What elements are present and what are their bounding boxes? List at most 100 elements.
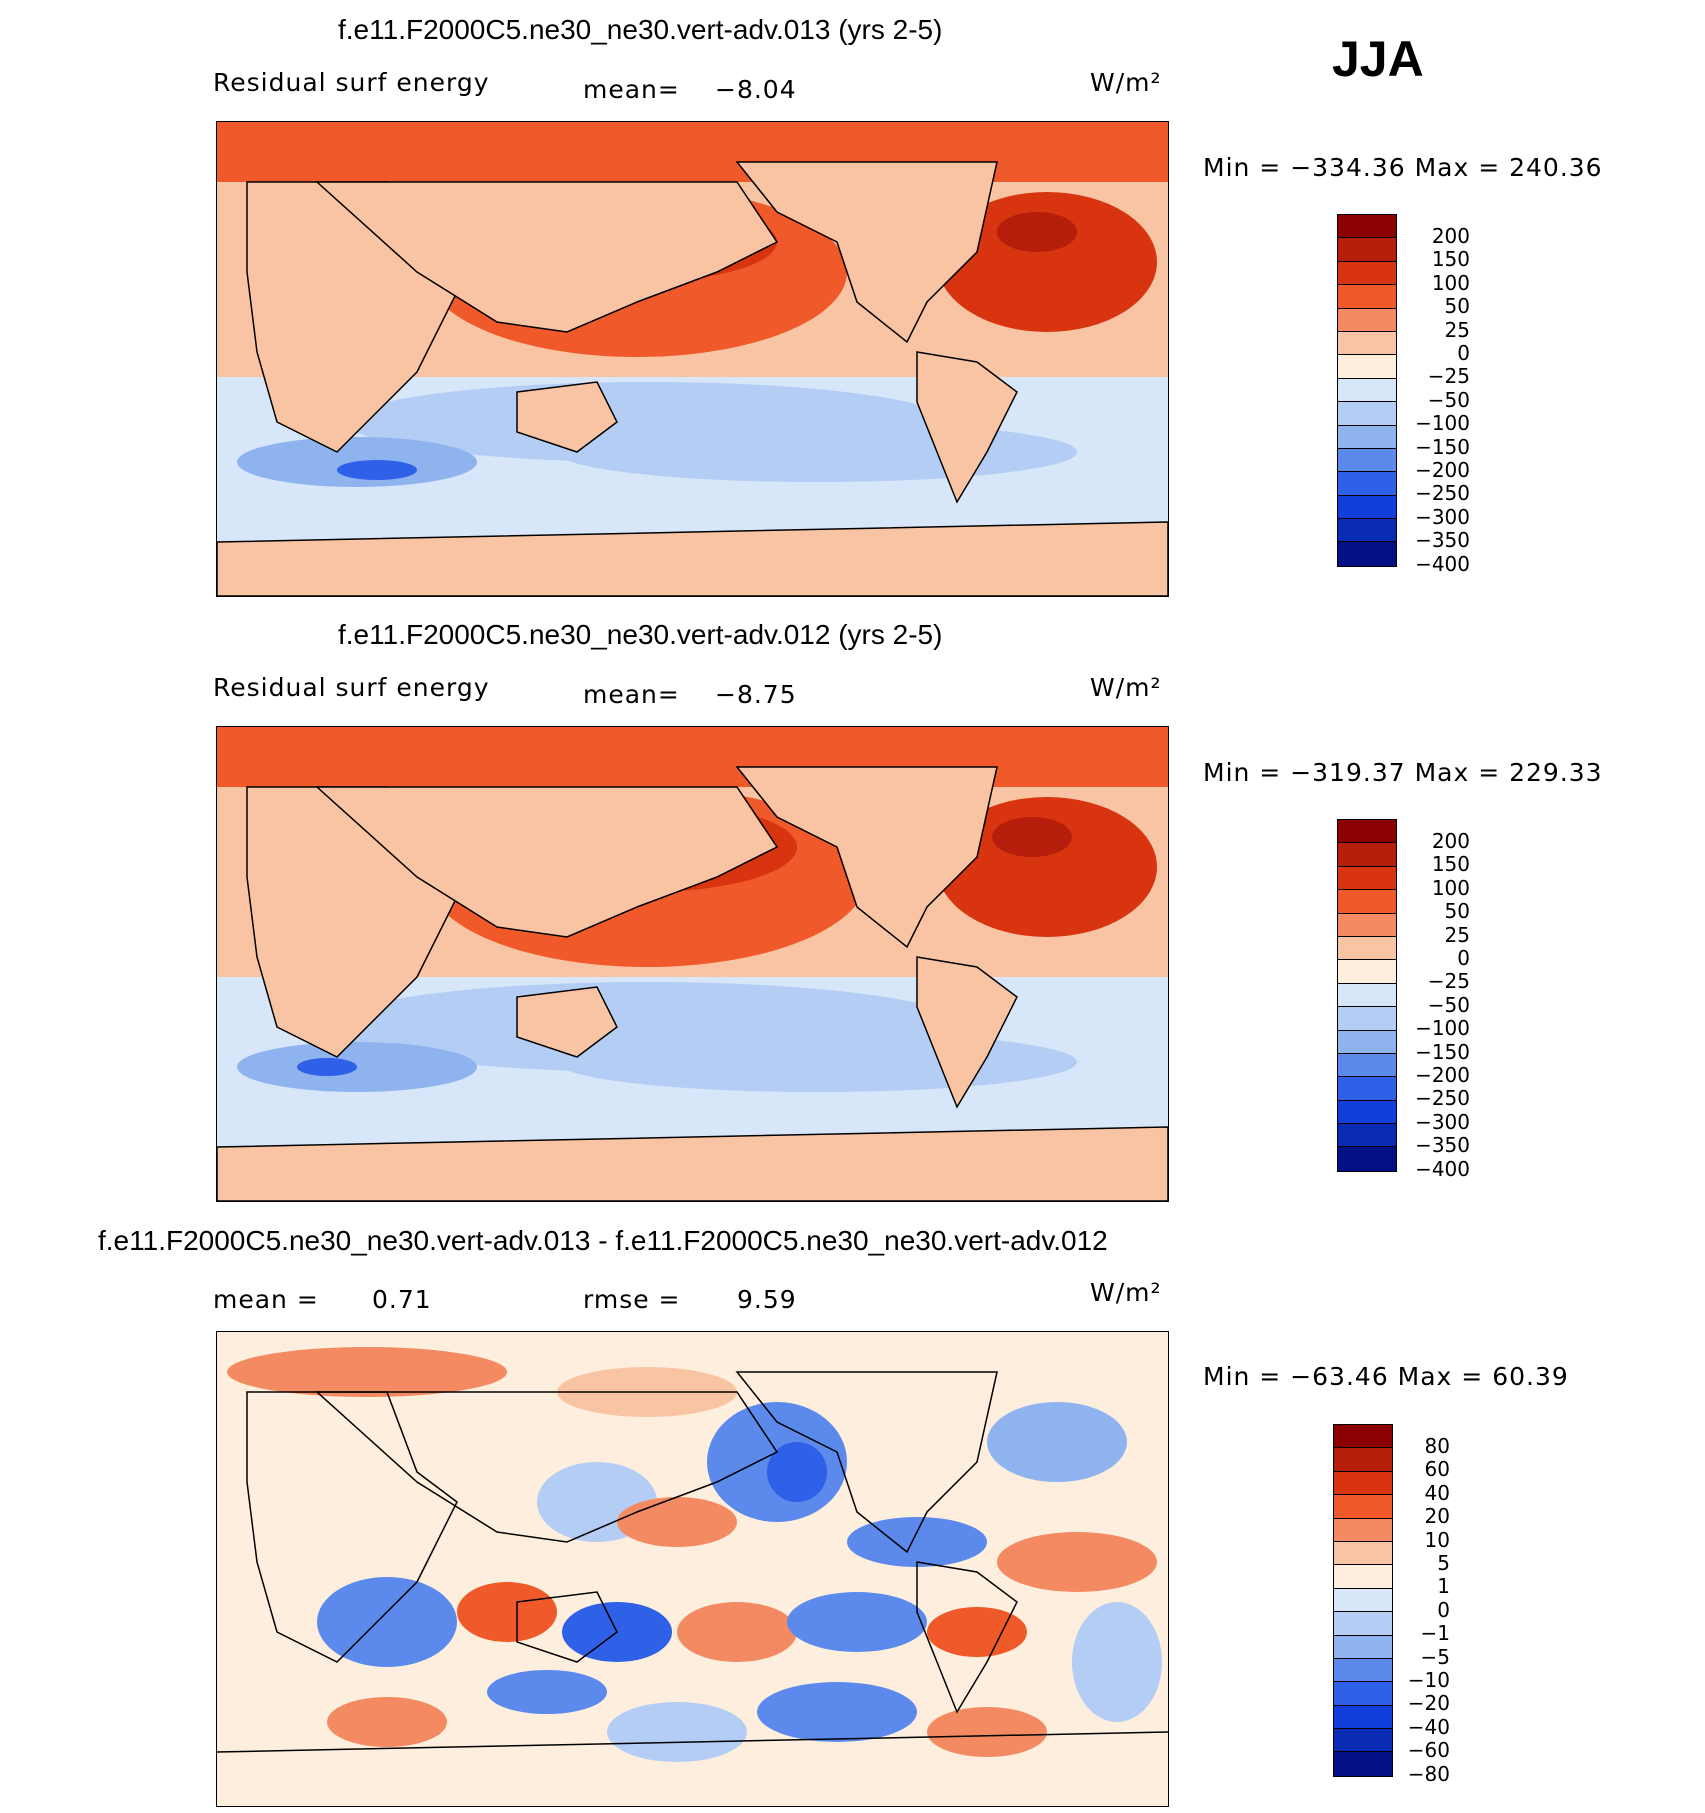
colorbar-label: −150 <box>1415 434 1470 459</box>
colorbar-cell <box>1338 820 1396 844</box>
colorbar-cell <box>1338 542 1396 566</box>
panel-1-map <box>216 121 1169 597</box>
colorbar-cell <box>1338 1007 1396 1031</box>
colorbar-cell <box>1338 1100 1396 1125</box>
colorbar-cell <box>1338 215 1396 239</box>
colorbar-label: 0 <box>1437 1597 1450 1622</box>
panel-2-title: f.e11.F2000C5.ne30_ne30.vert-adv.012 (yr… <box>338 619 943 650</box>
colorbar-label: −250 <box>1415 1086 1470 1111</box>
panel-2-variable-label: Residual surf energy <box>213 673 490 702</box>
colorbar-label: −250 <box>1415 481 1470 506</box>
colorbar-label: 150 <box>1431 247 1470 272</box>
colorbar-label: 10 <box>1424 1527 1450 1552</box>
panel-1-colorbar <box>1337 214 1397 567</box>
panel-1-map-field <box>217 122 1168 596</box>
colorbar-cell <box>1338 238 1396 262</box>
colorbar-cell <box>1334 1471 1392 1496</box>
colorbar-label: −100 <box>1415 1016 1470 1041</box>
panel-1-title: f.e11.F2000C5.ne30_ne30.vert-adv.013 (yr… <box>338 14 943 45</box>
panel-2-mean-value: −8.75 <box>715 680 797 709</box>
colorbar-cell <box>1334 1425 1392 1449</box>
colorbar-label: −300 <box>1415 504 1470 529</box>
panel-2-units: W/m² <box>1090 673 1162 702</box>
colorbar-label: 25 <box>1444 922 1470 947</box>
colorbar-cell <box>1334 1729 1392 1753</box>
colorbar-label: −25 <box>1427 364 1470 389</box>
colorbar-label: −10 <box>1407 1668 1450 1692</box>
colorbar-cell <box>1338 890 1396 914</box>
panel-2-colorbar <box>1337 819 1397 1172</box>
colorbar-label: −200 <box>1415 1063 1470 1087</box>
panel-2-map-field <box>217 727 1168 1201</box>
colorbar-label: 150 <box>1431 852 1470 877</box>
colorbar-label: 5 <box>1437 1551 1450 1575</box>
colorbar-label: −350 <box>1415 528 1470 553</box>
colorbar-cell <box>1334 1635 1392 1659</box>
panel-3-map-field <box>217 1332 1168 1806</box>
colorbar-label: −40 <box>1407 1714 1450 1739</box>
colorbar-label: −20 <box>1407 1691 1450 1716</box>
colorbar-cell <box>1338 261 1396 286</box>
colorbar-label: −50 <box>1427 992 1470 1017</box>
colorbar-label: 40 <box>1424 1480 1450 1505</box>
colorbar-label: 50 <box>1444 899 1470 924</box>
colorbar-label: 200 <box>1431 829 1470 853</box>
colorbar-label: 20 <box>1424 1504 1450 1529</box>
colorbar-cell <box>1334 1752 1392 1776</box>
colorbar-cell <box>1334 1658 1392 1683</box>
colorbar-cell <box>1334 1448 1392 1472</box>
colorbar-cell <box>1334 1682 1392 1706</box>
colorbar-cell <box>1338 495 1396 520</box>
panel-1-variable-label: Residual surf energy <box>213 68 490 97</box>
colorbar-cell <box>1338 1030 1396 1054</box>
panel-3-rmse-value: 9.59 <box>737 1285 797 1314</box>
colorbar-label: −5 <box>1420 1644 1450 1669</box>
colorbar-label: 100 <box>1431 875 1470 900</box>
panel-3-mean-value: 0.71 <box>372 1285 432 1314</box>
colorbar-cell <box>1338 913 1396 937</box>
colorbar-cell <box>1334 1588 1392 1613</box>
colorbar-label: −80 <box>1407 1761 1450 1786</box>
colorbar-label: −200 <box>1415 458 1470 482</box>
colorbar-cell <box>1338 448 1396 473</box>
colorbar-label: −400 <box>1415 1156 1470 1181</box>
colorbar-label: 0 <box>1457 341 1470 365</box>
colorbar-label: 25 <box>1444 317 1470 342</box>
colorbar-label: −350 <box>1415 1133 1470 1158</box>
colorbar-cell <box>1334 1541 1392 1566</box>
panel-2-minmax: Min = −319.37 Max = 229.33 <box>1203 758 1603 787</box>
panel-3-title: f.e11.F2000C5.ne30_ne30.vert-adv.013 - f… <box>98 1225 1108 1256</box>
panel-3-mean-label: mean = <box>213 1285 319 1314</box>
panel-1-minmax: Min = −334.36 Max = 240.36 <box>1203 153 1603 182</box>
colorbar-label: −150 <box>1415 1039 1470 1064</box>
colorbar-cell <box>1338 308 1396 332</box>
colorbar-cell <box>1338 1077 1396 1101</box>
colorbar-cell <box>1338 472 1396 496</box>
colorbar-cell <box>1334 1705 1392 1730</box>
colorbar-cell <box>1334 1565 1392 1589</box>
colorbar-cell <box>1338 331 1396 356</box>
colorbar-label: −50 <box>1427 387 1470 412</box>
colorbar-cell <box>1338 402 1396 426</box>
colorbar-cell <box>1334 1612 1392 1636</box>
colorbar-cell <box>1338 425 1396 449</box>
panel-3-rmse-label: rmse = <box>583 1285 681 1314</box>
colorbar-cell <box>1338 355 1396 379</box>
panel-2-mean-label: mean= <box>583 680 680 709</box>
colorbar-label: −60 <box>1407 1738 1450 1763</box>
colorbar-label: −300 <box>1415 1109 1470 1134</box>
colorbar-cell <box>1338 285 1396 309</box>
colorbar-cell <box>1338 960 1396 984</box>
colorbar-label: 50 <box>1444 294 1470 319</box>
colorbar-label: −400 <box>1415 551 1470 576</box>
colorbar-cell <box>1338 1124 1396 1148</box>
panel-2-map <box>216 726 1169 1202</box>
colorbar-cell <box>1338 936 1396 961</box>
colorbar-cell <box>1334 1518 1392 1542</box>
colorbar-label: 200 <box>1431 224 1470 248</box>
colorbar-cell <box>1338 1147 1396 1171</box>
colorbar-label: 60 <box>1424 1457 1450 1482</box>
colorbar-label: −25 <box>1427 969 1470 994</box>
colorbar-cell <box>1338 378 1396 403</box>
colorbar-label: 100 <box>1431 270 1470 295</box>
